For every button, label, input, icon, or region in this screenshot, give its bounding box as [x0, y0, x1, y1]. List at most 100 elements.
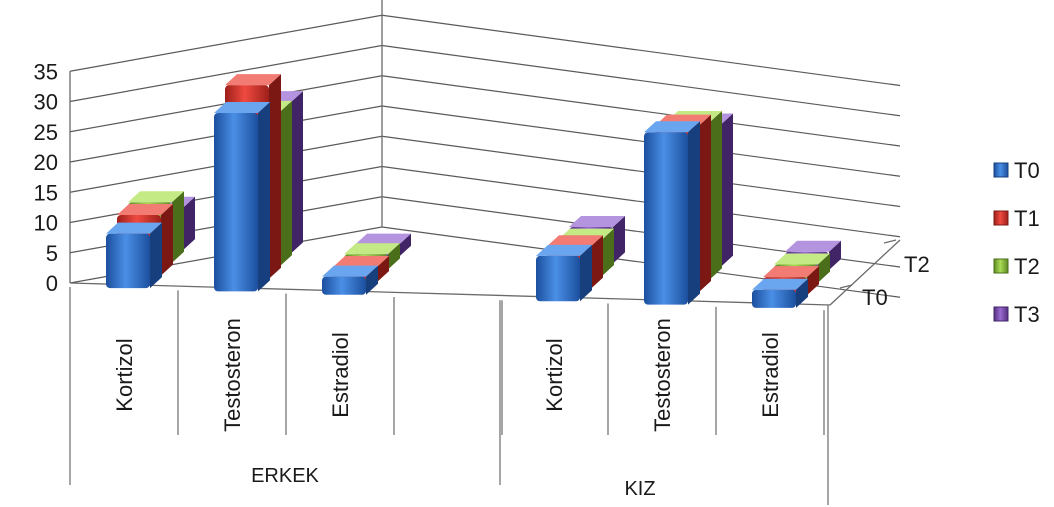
bar-top	[569, 216, 625, 228]
chart-walls	[69, 0, 901, 306]
bar-top	[355, 233, 411, 245]
bar-top	[333, 255, 389, 267]
category-label: Kortizol	[542, 338, 567, 411]
chart-bars	[106, 74, 841, 308]
gridline-back	[381, 105, 901, 177]
bar-side	[366, 265, 378, 295]
bar-side	[280, 100, 292, 267]
gridline-back	[381, 14, 901, 87]
bar	[752, 278, 808, 308]
bar-side	[388, 243, 400, 270]
bar-side	[377, 255, 389, 283]
depth-tick	[883, 239, 897, 244]
bar-top	[547, 235, 603, 247]
bar-top	[106, 222, 162, 234]
gridline-side	[69, 14, 383, 72]
y-tick-label: 15	[34, 180, 58, 205]
bar-top	[128, 191, 184, 203]
bar	[644, 121, 700, 305]
gridline-back	[381, 135, 901, 208]
bar-top	[752, 278, 808, 290]
category-label: Estradiol	[758, 332, 783, 418]
bar-front	[752, 289, 796, 308]
bar-top	[785, 240, 841, 252]
bar-side	[688, 121, 700, 305]
legend-label: T0	[1014, 158, 1040, 183]
category-label: Testosteron	[650, 318, 675, 432]
bar-side	[818, 253, 830, 283]
bar-side	[591, 235, 603, 289]
bar-side	[796, 278, 808, 308]
y-tick-label: 30	[34, 90, 58, 115]
bar-side	[172, 191, 184, 263]
axis-labels: 0 5 10 15 20 25 30 35 ERKEK KIZ Kortizol Testostero…	[34, 59, 930, 505]
bar-side	[613, 216, 625, 264]
bar-front	[644, 132, 688, 305]
y-tick-label: 10	[34, 211, 58, 236]
legend-item: T1	[993, 206, 1040, 231]
legend-swatch	[993, 306, 1009, 322]
gridline-back	[381, 44, 901, 117]
category-label: Kortizol	[112, 338, 137, 411]
bar-side	[580, 244, 592, 302]
legend: T0 T1 T2 T3	[993, 158, 1040, 327]
bar-top	[214, 101, 270, 113]
bar-side	[183, 196, 195, 251]
y-tick-label: 25	[34, 120, 58, 145]
bar-top	[644, 121, 700, 133]
bar-side	[721, 113, 733, 267]
legend-item: T3	[993, 302, 1040, 327]
bar-side	[807, 266, 819, 296]
floor-front-edge	[69, 282, 831, 306]
depth-axis-label: T0	[862, 285, 888, 310]
bar-front	[536, 255, 580, 302]
bar-side	[602, 228, 614, 276]
depth-axis-label: T2	[904, 252, 930, 277]
category-label: Estradiol	[328, 332, 353, 418]
bar-top	[344, 243, 400, 255]
bar-side	[269, 74, 281, 279]
bar-top	[322, 265, 378, 277]
bar-top	[774, 253, 830, 265]
bar	[536, 244, 592, 302]
bar-front	[106, 233, 150, 289]
y-tick-label: 0	[46, 271, 58, 296]
bar-side	[161, 203, 173, 276]
bar-front	[322, 276, 366, 295]
legend-item: T2	[993, 254, 1040, 279]
y-tick-label: 5	[46, 241, 58, 266]
bar-top	[117, 203, 173, 215]
group-label: KIZ	[624, 478, 655, 500]
bar-side	[399, 233, 411, 257]
gridline-side	[69, 44, 383, 103]
bar-side	[699, 114, 711, 292]
legend-swatch	[993, 210, 1009, 226]
legend-item: T0	[993, 158, 1040, 183]
bar	[322, 265, 378, 295]
depth-tick	[839, 284, 853, 289]
category-label: Testosteron	[220, 318, 245, 432]
legend-label: T3	[1014, 302, 1040, 327]
gridline-back	[381, 165, 901, 238]
bar-top	[225, 74, 281, 86]
y-tick-label: 20	[34, 150, 58, 175]
legend-label: T1	[1014, 206, 1040, 231]
bar-front	[214, 112, 258, 292]
bar	[214, 101, 270, 292]
bar-side	[258, 101, 270, 292]
legend-label: T2	[1014, 254, 1040, 279]
bar	[106, 222, 162, 289]
bar-side	[829, 240, 841, 270]
legend-swatch	[993, 162, 1009, 178]
legend-swatch	[993, 258, 1009, 274]
group-label: ERKEK	[251, 465, 319, 487]
floor-right-edge	[829, 239, 901, 306]
bar-top	[536, 244, 592, 256]
bar-side	[710, 110, 722, 280]
bar-top	[763, 266, 819, 278]
gridline-back	[381, 75, 901, 147]
bar-side	[291, 91, 303, 254]
bar-side	[150, 222, 162, 289]
y-tick-label: 35	[34, 59, 58, 84]
